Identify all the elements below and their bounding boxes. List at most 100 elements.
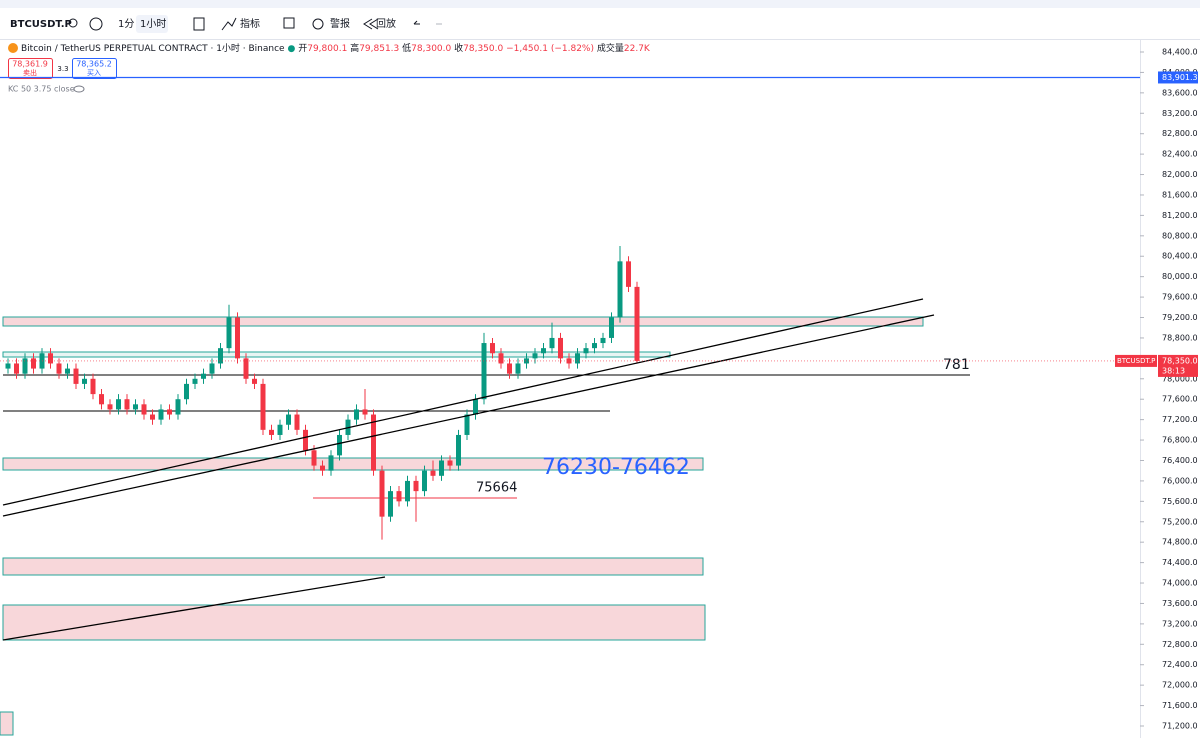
candle-body — [473, 399, 478, 415]
trendlines — [2, 298, 935, 641]
label: 低 — [402, 42, 411, 54]
indicator-label: KC 50 3.75 close — [8, 85, 75, 94]
candle-body — [515, 363, 521, 374]
watch-icon[interactable] — [68, 18, 78, 28]
candle-body — [107, 404, 113, 410]
candle-body — [532, 353, 538, 359]
candle-body — [371, 414, 376, 471]
candle-body — [99, 394, 104, 405]
y-tick-label: 84,400.0 — [1162, 48, 1198, 57]
interval-button[interactable]: 1分 — [118, 18, 134, 30]
coin-icon — [8, 43, 18, 53]
replay-button[interactable]: 回放 — [376, 17, 396, 30]
eye-icon[interactable] — [73, 85, 85, 93]
y-tick-label: 74,000.0 — [1162, 579, 1198, 588]
trend-line — [2, 576, 386, 641]
symbol-button[interactable]: BTCUSDT.P — [10, 19, 72, 30]
candle-body — [82, 378, 87, 384]
candle-body — [609, 317, 614, 338]
indicator-icon[interactable] — [221, 17, 237, 31]
zone — [2, 316, 924, 327]
y-tick-label: 82,400.0 — [1162, 150, 1198, 159]
y-tick-label: 77,200.0 — [1162, 415, 1198, 424]
candle-body — [90, 378, 96, 395]
candle-body — [141, 404, 147, 415]
sell-label: 卖出 — [23, 68, 37, 77]
zone — [0, 711, 14, 736]
y-tick-label: 75,200.0 — [1162, 517, 1198, 526]
layout-icon[interactable] — [283, 17, 295, 29]
candle-body — [5, 363, 11, 369]
candle-body — [328, 455, 334, 471]
candle-body — [575, 353, 580, 364]
y-tick-label: 76,800.0 — [1162, 436, 1198, 445]
annotation: 76230-76462 — [542, 455, 690, 480]
candle-body — [634, 286, 640, 361]
candle-body — [626, 261, 631, 287]
add-icon[interactable] — [89, 17, 103, 31]
value: 79,851.3 — [359, 44, 399, 54]
candle-body — [311, 450, 317, 466]
alert-button[interactable]: 警报 — [330, 17, 350, 30]
candle-body — [303, 429, 308, 451]
buy-label: 买入 — [87, 69, 101, 77]
candle-body — [541, 348, 546, 354]
value: 22.7K — [624, 44, 651, 54]
candle-body — [549, 337, 555, 349]
buy-button[interactable] — [72, 58, 117, 79]
indicators-button[interactable]: 指标 — [240, 17, 260, 30]
candle-body — [456, 434, 461, 466]
candle-body — [294, 414, 300, 430]
value: 78,300.0 — [411, 44, 451, 54]
y-tick-label: 72,000.0 — [1162, 681, 1198, 690]
candle-body — [558, 337, 563, 359]
candle-body — [150, 414, 155, 420]
change: −1,450.1 (−1.82%) — [506, 44, 594, 54]
y-tick-label: 78,000.0 — [1162, 374, 1198, 383]
chart-type-icon[interactable] — [193, 17, 205, 31]
undo-icon[interactable] — [413, 20, 420, 25]
interval-button[interactable]: 1小时 — [140, 18, 166, 30]
trend-line — [2, 314, 935, 517]
replay-icon[interactable] — [363, 18, 379, 30]
trend-line — [2, 298, 924, 506]
candle-body — [243, 358, 249, 379]
candle-body — [252, 378, 257, 384]
countdown: 38:13 — [1162, 366, 1185, 375]
legend-title: Bitcoin / TetherUS PERPETUAL CONTRACT · … — [21, 42, 285, 54]
y-tick-label: 74,800.0 — [1162, 538, 1198, 547]
candle-body — [22, 358, 28, 374]
y-tick-label: 80,000.0 — [1162, 272, 1198, 281]
candle-body — [218, 348, 223, 364]
y-tick-label: 79,600.0 — [1162, 293, 1198, 302]
spread: 3.3 — [57, 65, 68, 73]
candle-body — [507, 363, 512, 374]
candle-body — [31, 358, 36, 369]
y-tick-label: 82,800.0 — [1162, 129, 1198, 138]
value: 78,350.0 — [463, 44, 503, 54]
y-tick-label: 73,600.0 — [1162, 599, 1198, 608]
candle-body — [490, 343, 495, 354]
y-tick-label: 71,200.0 — [1162, 722, 1198, 731]
zone — [2, 457, 704, 471]
candle-body — [430, 470, 436, 476]
y-tick-label: 80,800.0 — [1162, 231, 1198, 240]
candle-body — [583, 348, 589, 354]
candle-body — [388, 491, 393, 517]
candle-body — [422, 470, 427, 492]
alert-icon[interactable] — [312, 18, 324, 30]
label: 成交量 — [597, 42, 624, 54]
candle-body — [600, 337, 606, 344]
candle-body — [48, 353, 53, 364]
candle-body — [354, 409, 359, 420]
symbol-tag — [1115, 354, 1157, 367]
candle-body — [209, 363, 215, 374]
candle-body — [167, 409, 172, 415]
annotation: 75664 — [476, 481, 517, 496]
y-tick-label: 72,800.0 — [1162, 640, 1198, 649]
sell-button[interactable] — [8, 58, 53, 79]
browser-tabs — [0, 0, 1200, 8]
y-tick-label: 76,400.0 — [1162, 456, 1198, 465]
candle-body — [235, 317, 240, 359]
